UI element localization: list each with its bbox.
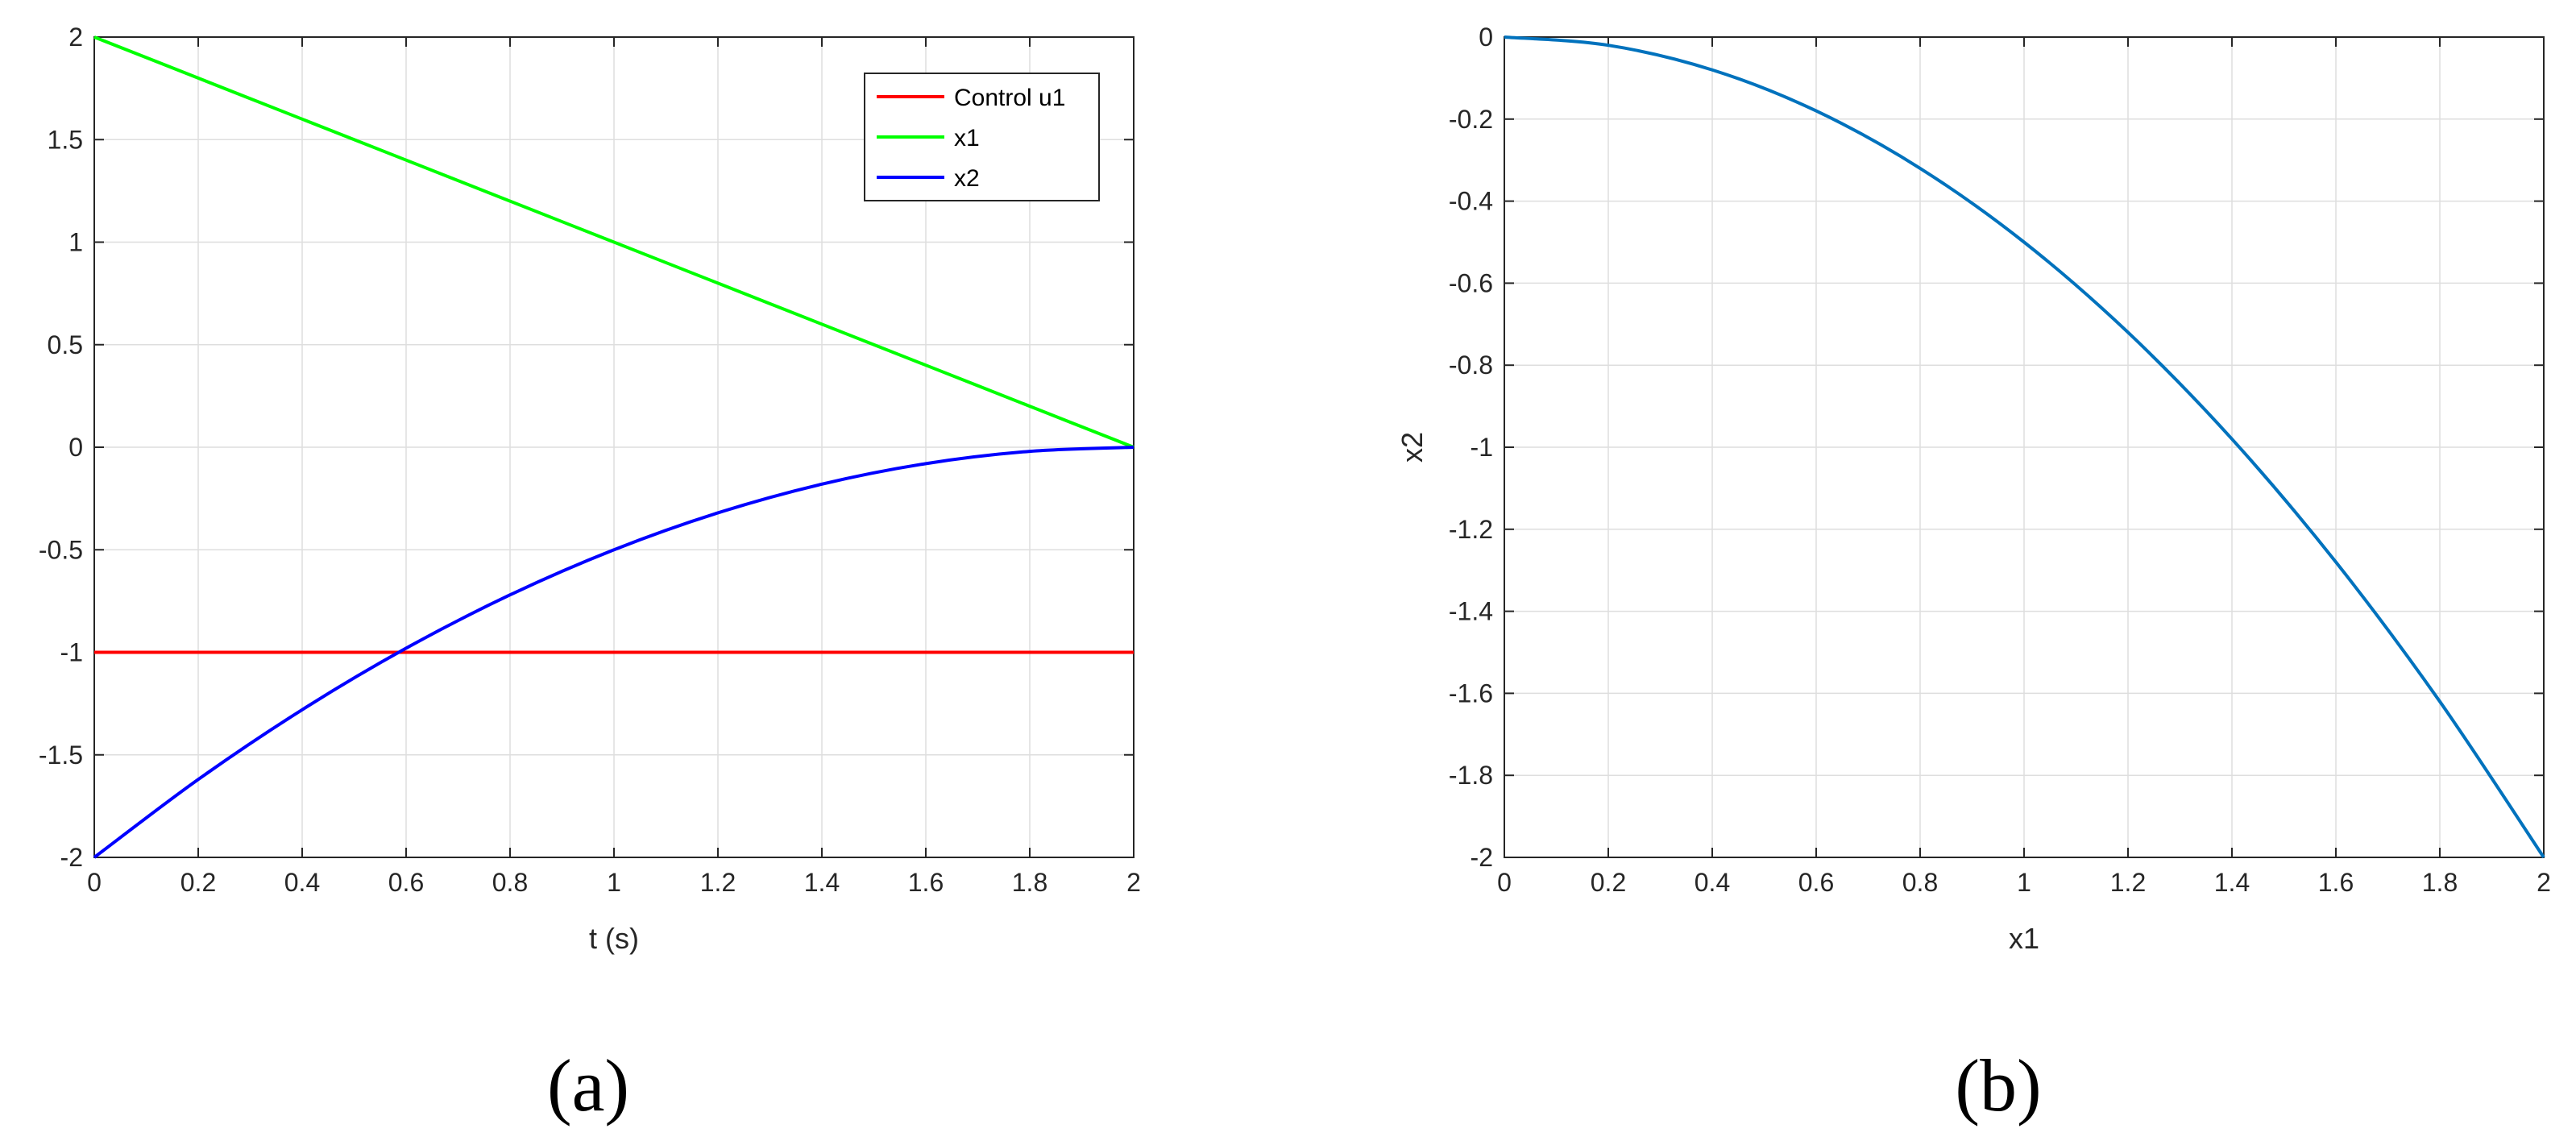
chart-a-ytick-label-6: 1 (68, 228, 83, 257)
chart-b-ticks: 0 0.2 0.4 0.6 0.8 1 1.2 1.4 1.6 1.8 2 -2 -1.8 -1.6 -1.… (1449, 23, 2551, 897)
chart-a-xtick-label-6: 1.2 (700, 868, 736, 897)
chart-a-series (93, 35, 1135, 859)
chart-a-ytick-label-1: -1.5 (39, 741, 83, 770)
chart-a-ytick-label-8: 2 (68, 23, 83, 52)
chart-a-ytick-label-4: 0 (68, 433, 83, 462)
chart-a-ytick-label-2: -1 (60, 638, 83, 667)
chart-a-ytick-label-3: -0.5 (39, 535, 83, 564)
chart-b-xtick-label-3: 0.6 (1798, 868, 1834, 897)
chart-b-xtick-label-10: 2 (2537, 868, 2551, 897)
legend-label-x1: x1 (954, 125, 980, 151)
chart-a-xtick-label-1: 0.2 (180, 868, 216, 897)
chart-a-xtick-label-9: 1.8 (1012, 868, 1047, 897)
chart-b-xtick-label-0: 0 (1497, 868, 1512, 897)
chart-b-caption: (b) (1955, 1044, 2041, 1127)
chart-b-ylabel: x2 (1396, 432, 1429, 463)
chart-b-ytick-label-8: -0.4 (1449, 187, 1493, 216)
chart-b-series-line-series-0 (1504, 35, 2545, 859)
chart-b-grid (1504, 36, 2545, 858)
chart-b-ytick-label-3: -1.4 (1449, 597, 1493, 626)
chart-a-legend: Control u1 x1 x2 (864, 73, 1100, 201)
chart-a-xtick-label-10: 2 (1126, 868, 1141, 897)
chart-a-xtick-label-2: 0.4 (284, 868, 320, 897)
chart-b-xlabel: x1 (2009, 922, 2039, 955)
chart-b-series (1504, 35, 2545, 859)
chart-a-xtick-label-5: 1 (607, 868, 621, 897)
chart-a-xlabel: t (s) (589, 922, 639, 955)
chart-b-xtick-label-2: 0.4 (1695, 868, 1730, 897)
chart-a-caption: (a) (547, 1044, 629, 1127)
chart-b-ytick-label-0: -2 (1471, 843, 1493, 872)
chart-a-ytick-label-5: 0.5 (48, 330, 83, 359)
chart-b-ytick-label-7: -0.6 (1449, 268, 1493, 297)
chart-b-ytick-label-5: -1 (1471, 433, 1493, 462)
chart-b-xtick-label-8: 1.6 (2318, 868, 2354, 897)
chart-a-xtick-label-8: 1.6 (908, 868, 944, 897)
chart-panel-a: 0 0.2 0.4 0.6 0.8 1 1.2 1.4 1.6 1.8 2 -2 -1.5 -1 -0.5 0… (39, 23, 1141, 1127)
chart-a-xtick-label-0: 0 (87, 868, 102, 897)
chart-b-xtick-label-6: 1.2 (2110, 868, 2146, 897)
chart-a-ticks: 0 0.2 0.4 0.6 0.8 1 1.2 1.4 1.6 1.8 2 -2 -1.5 -1 -0.5 0… (39, 23, 1141, 897)
chart-a-xtick-label-7: 1.4 (804, 868, 840, 897)
chart-a-xtick-label-3: 0.6 (388, 868, 424, 897)
chart-b-xtick-label-7: 1.4 (2214, 868, 2250, 897)
chart-b-ytick-label-10: 0 (1479, 23, 1493, 52)
legend-label-control-u1: Control u1 (954, 85, 1065, 111)
chart-panel-b: 0 0.2 0.4 0.6 0.8 1 1.2 1.4 1.6 1.8 2 -2 -1.8 -1.6 -1.… (1396, 23, 2551, 1127)
chart-b-xtick-label-1: 0.2 (1591, 868, 1626, 897)
chart-a-xtick-label-4: 0.8 (492, 868, 528, 897)
chart-b-ytick-label-9: -0.2 (1449, 105, 1493, 134)
chart-a-series-line-x1 (93, 35, 1135, 449)
chart-b-xtick-label-5: 1 (2017, 868, 2031, 897)
chart-b-xtick-label-9: 1.8 (2422, 868, 2458, 897)
chart-a-ytick-label-7: 1.5 (48, 125, 83, 154)
chart-b-ytick-label-2: -1.6 (1449, 678, 1493, 708)
chart-a-series-line-x2 (93, 446, 1135, 859)
legend-label-x2: x2 (954, 165, 980, 192)
chart-a-ytick-label-0: -2 (60, 843, 83, 872)
chart-b-ytick-label-6: -0.8 (1449, 351, 1493, 380)
chart-b-ytick-label-1: -1.8 (1449, 761, 1493, 790)
chart-b-ytick-label-4: -1.2 (1449, 515, 1493, 544)
chart-b-xtick-label-4: 0.8 (1902, 868, 1938, 897)
